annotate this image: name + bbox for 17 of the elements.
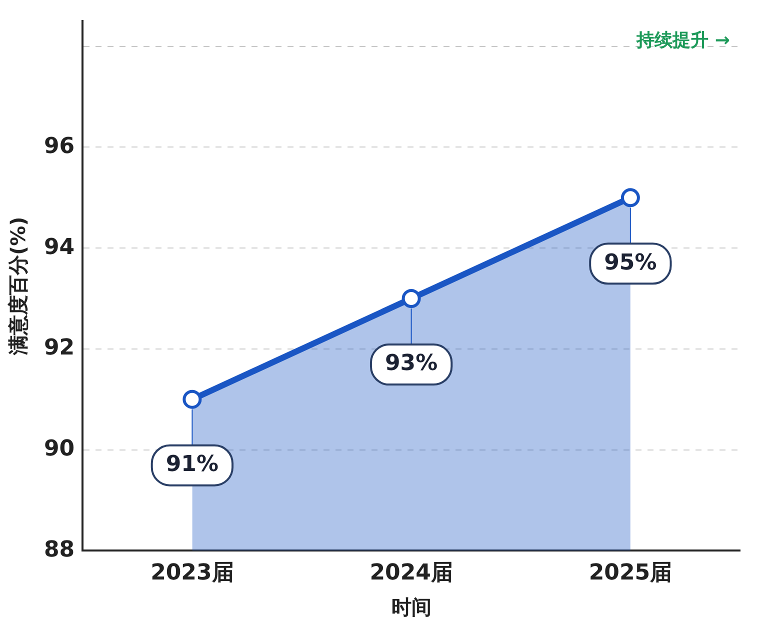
data-label: 95% <box>604 250 657 276</box>
y-axis-title: 满意度百分(%) <box>6 216 30 356</box>
data-label: 91% <box>166 452 219 478</box>
data-label: 93% <box>384 351 438 376</box>
point <box>620 188 640 208</box>
y-tick-label: 96 <box>44 134 75 159</box>
point <box>182 390 202 409</box>
y-tick-label: 94 <box>44 234 75 260</box>
point <box>402 289 421 308</box>
y-tick-label: 88 <box>44 537 75 562</box>
x-tick-label: 2025届 <box>588 560 672 586</box>
y-tick-label: 90 <box>44 436 75 462</box>
x-tick-label: 2024届 <box>370 560 453 586</box>
x-axis-title: 时间 <box>391 595 432 620</box>
annotation: 持续提升 → <box>636 30 730 51</box>
y-tick-label: 92 <box>44 336 75 361</box>
x-tick-label: 2023届 <box>150 560 234 586</box>
